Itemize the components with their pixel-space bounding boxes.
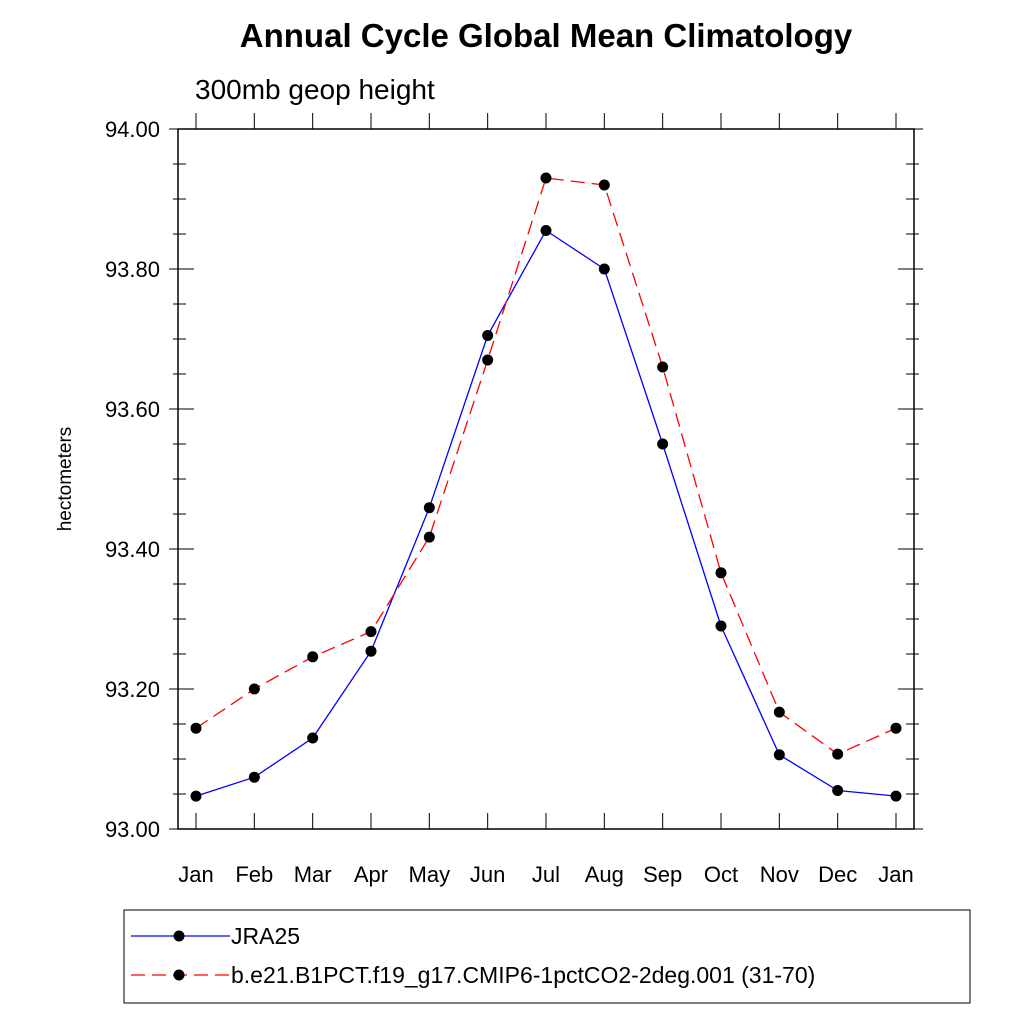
data-point [598,179,610,191]
legend-label-2: b.e21.B1PCT.f19_g17.CMIP6-1pctCO2-2deg.0… [231,962,815,988]
data-point [540,172,552,184]
chart-subtitle: 300mb geop height [195,74,435,105]
x-tick-label: Mar [294,862,332,887]
data-point [540,225,552,236]
series-line-1 [195,229,897,797]
data-point [832,785,844,796]
data-point [598,263,610,275]
axis-ticks [169,113,923,830]
y-tick-label: 93.00 [105,817,160,842]
y-tick-label: 93.80 [105,257,160,282]
data-point [190,722,202,734]
chart-title: Annual Cycle Global Mean Climatology [240,17,853,54]
data-point [832,748,844,760]
series-line-2 [195,177,897,755]
x-tick-label: Jan [878,862,913,887]
data-point [657,361,669,373]
data-point [365,645,377,657]
x-tick-label: Jan [178,862,213,887]
data-point [190,790,202,802]
x-tick-label: Apr [354,862,388,887]
y-axis-label: hectometers [55,427,76,532]
data-point [715,567,727,579]
data-point [657,438,669,450]
data-point [423,502,435,514]
data-point [890,790,902,802]
data-point [482,354,494,366]
x-tick-label: May [409,862,451,887]
x-tick-label: Feb [235,862,273,887]
x-tick-label: Aug [585,862,624,887]
x-tick-label: Dec [818,862,857,887]
data-point [248,771,260,783]
plot-frame [177,128,915,830]
legend-box [123,909,971,1004]
data-point [482,330,494,341]
data-point [307,732,319,744]
legend-marker-1 [173,930,185,942]
x-tick-label: Jul [532,862,560,887]
data-point [715,620,727,632]
x-tick-label: Sep [643,862,682,887]
data-point [248,683,260,695]
x-tick-label: Nov [760,862,799,887]
data-point [423,531,435,543]
y-tick-label: 93.60 [105,397,160,422]
y-tick-label: 93.20 [105,677,160,702]
legend: JRA25 b.e21.B1PCT.f19_g17.CMIP6-1pctCO2-2… [123,909,971,1004]
legend-marker-2 [173,969,185,981]
data-point [773,749,785,761]
legend-label-1: JRA25 [231,923,300,949]
data-point [365,626,377,638]
data-point [773,706,785,718]
data-point [307,651,319,663]
x-tick-label: Jun [470,862,505,887]
x-tick-label: Oct [704,862,738,887]
tick-labels: Jan Feb Mar Apr May Jun Jul Aug Sep Oct Nov Dec Jan 9… [105,117,914,887]
y-tick-label: 94.00 [105,117,160,142]
data-point [890,722,902,734]
series-layer [190,172,902,802]
y-tick-label: 93.40 [105,537,160,562]
